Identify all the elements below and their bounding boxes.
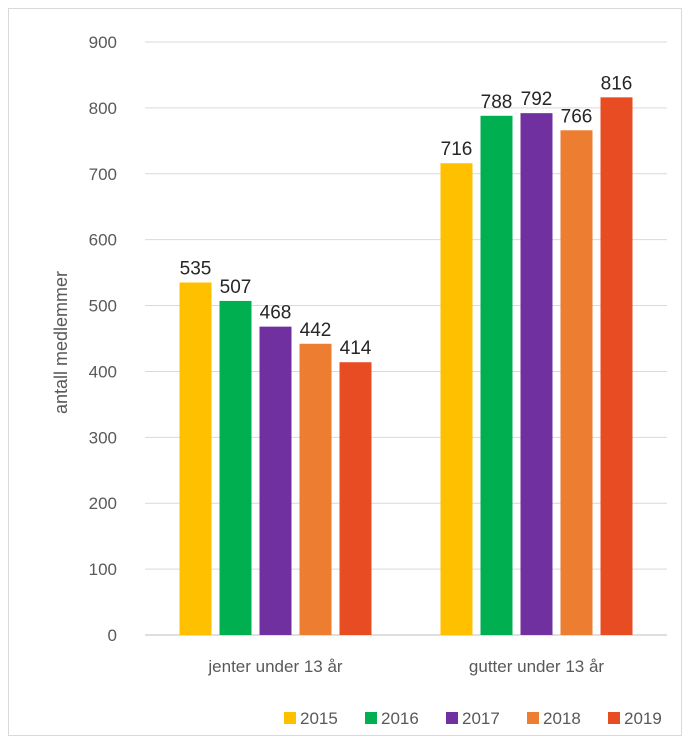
legend-label-2018: 2018 [543, 709, 581, 728]
x-category-label-1: gutter under 13 år [469, 657, 604, 676]
y-tick-label-800: 800 [89, 99, 117, 118]
y-axis-label: antall medlemmer [51, 271, 71, 414]
data-label-jenter-2019: 414 [340, 338, 372, 359]
bar-gutter-2019 [600, 97, 633, 635]
bar-jenter-2019 [339, 362, 372, 635]
legend-swatch-2019 [608, 712, 620, 724]
y-tick-label-400: 400 [89, 362, 117, 381]
data-label-gutter-2018: 766 [561, 106, 593, 127]
legend-swatch-2015 [284, 712, 296, 724]
data-label-gutter-2017: 792 [521, 89, 553, 110]
legend-label-2019: 2019 [624, 709, 662, 728]
y-axis-ticks: 0 100 200 300 400 500 600 700 800 900 [89, 33, 117, 645]
legend-label-2016: 2016 [381, 709, 419, 728]
bar-gutter-2016 [480, 115, 513, 636]
x-axis-categories: jenter under 13 år gutter under 13 år [207, 657, 604, 676]
bar-jenter-2015 [179, 282, 212, 635]
legend-label-2017: 2017 [462, 709, 500, 728]
legend-label-2015: 2015 [300, 709, 338, 728]
y-tick-label-600: 600 [89, 231, 117, 250]
legend-swatch-2016 [365, 712, 377, 724]
data-label-jenter-2017: 468 [260, 303, 292, 324]
data-label-gutter-2019: 816 [601, 73, 633, 94]
bar-gutter-2018 [560, 130, 593, 635]
y-tick-label-100: 100 [89, 560, 117, 579]
legend: 2015 2016 2017 2018 2019 [284, 709, 662, 728]
legend-swatch-2018 [527, 712, 539, 724]
data-label-jenter-2015: 535 [180, 258, 212, 279]
legend-swatch-2017 [446, 712, 458, 724]
bars [179, 97, 633, 636]
bar-jenter-2016 [219, 300, 252, 635]
data-label-gutter-2015: 716 [441, 139, 473, 160]
bar-jenter-2017 [259, 326, 292, 635]
y-tick-label-0: 0 [108, 626, 117, 645]
bar-gutter-2015 [440, 163, 473, 636]
bar-gutter-2017 [520, 113, 553, 635]
data-label-gutter-2016: 788 [481, 92, 513, 113]
data-label-jenter-2016: 507 [220, 277, 252, 298]
y-tick-label-200: 200 [89, 494, 117, 513]
bar-jenter-2018 [299, 343, 332, 635]
data-label-jenter-2018: 442 [300, 320, 332, 341]
y-tick-label-900: 900 [89, 33, 117, 52]
data-labels: 535 507 468 442 414 716 788 792 766 816 [180, 73, 633, 359]
y-tick-label-300: 300 [89, 428, 117, 447]
y-tick-label-500: 500 [89, 297, 117, 316]
x-category-label-0: jenter under 13 år [207, 657, 343, 676]
y-tick-label-700: 700 [89, 165, 117, 184]
